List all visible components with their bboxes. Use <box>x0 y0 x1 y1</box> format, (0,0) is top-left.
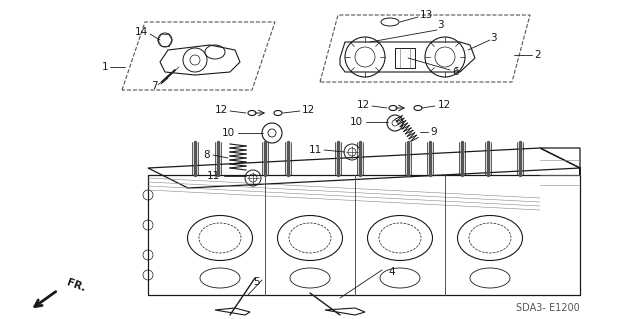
Text: 10: 10 <box>350 117 363 127</box>
Text: FR.: FR. <box>65 277 86 293</box>
Text: 12: 12 <box>438 100 451 110</box>
Text: SDA3- E1200: SDA3- E1200 <box>516 303 580 313</box>
Text: 11: 11 <box>207 171 220 181</box>
Text: 12: 12 <box>215 105 228 115</box>
Text: 3: 3 <box>436 20 444 30</box>
Text: 1: 1 <box>101 62 108 72</box>
Text: 12: 12 <box>302 105 316 115</box>
Text: 2: 2 <box>534 50 541 60</box>
Text: 12: 12 <box>356 100 370 110</box>
Text: 5: 5 <box>253 277 260 287</box>
Text: 10: 10 <box>222 128 235 138</box>
Text: 13: 13 <box>420 10 433 20</box>
Text: 14: 14 <box>135 27 148 37</box>
Text: 4: 4 <box>388 267 395 277</box>
Text: 7: 7 <box>152 81 158 91</box>
Text: 3: 3 <box>490 33 497 43</box>
Text: 11: 11 <box>308 145 322 155</box>
Text: 6: 6 <box>452 67 459 77</box>
Text: 8: 8 <box>204 150 210 160</box>
Text: 9: 9 <box>430 127 436 137</box>
